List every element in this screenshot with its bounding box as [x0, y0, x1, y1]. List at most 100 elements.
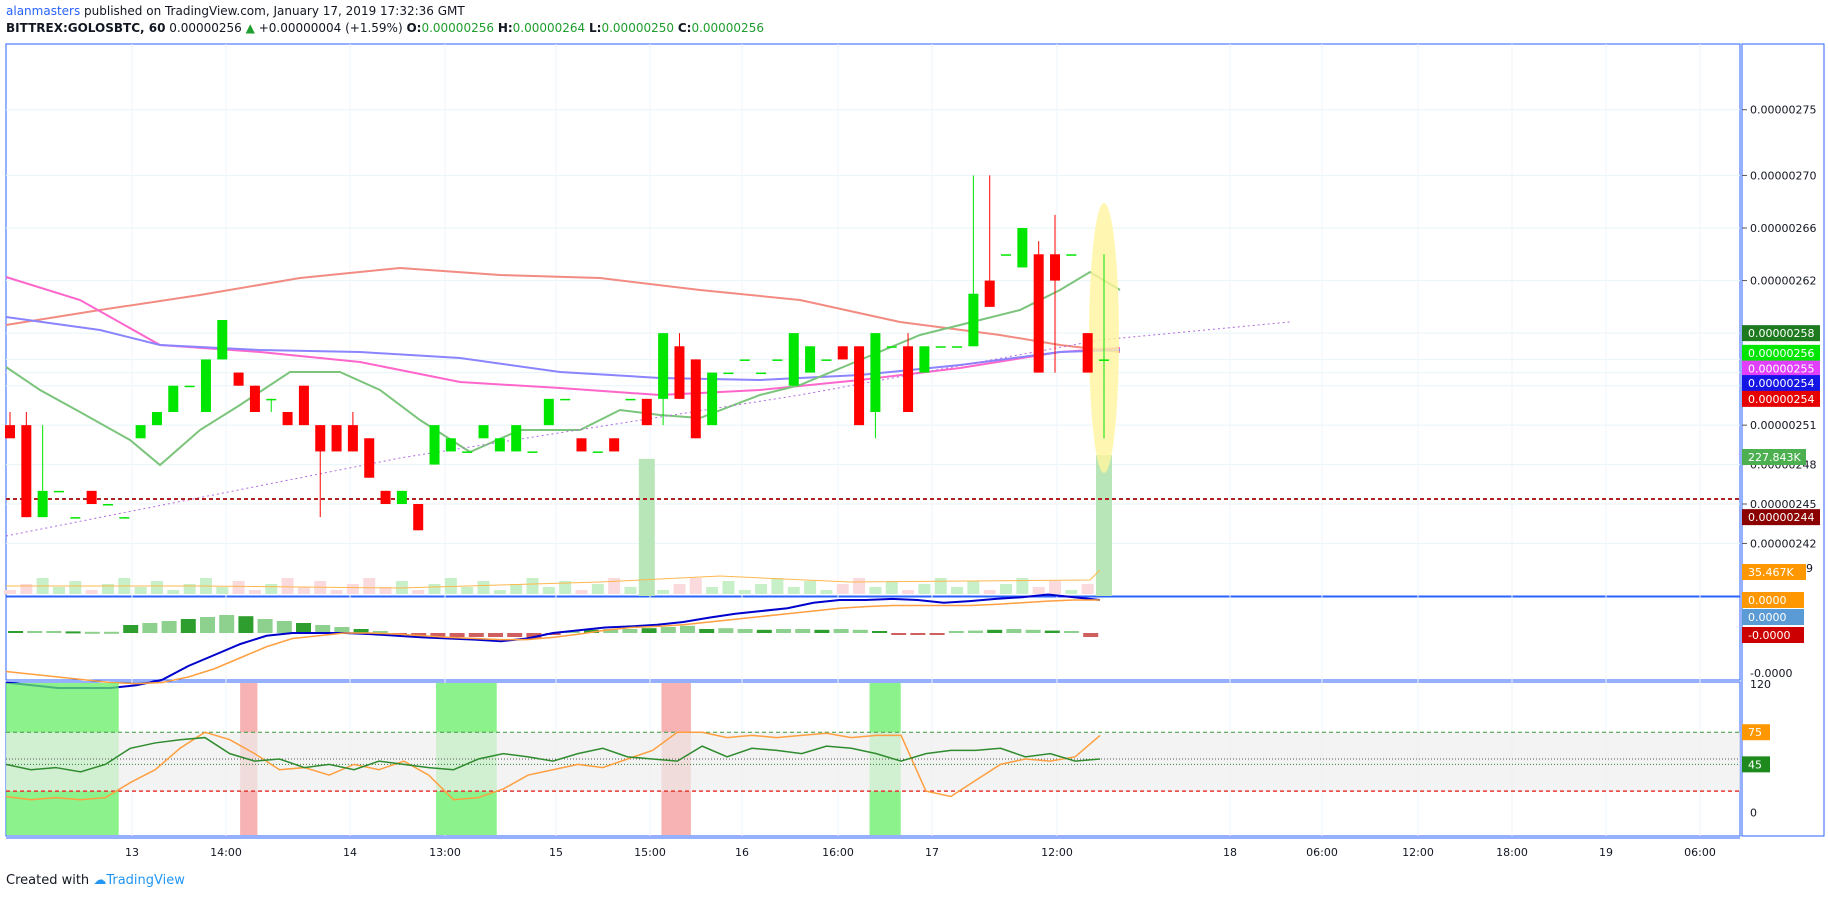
price-change: +0.00000004 (+1.59%)	[258, 21, 403, 35]
candle-body	[462, 451, 473, 453]
macd-histogram-bar	[334, 627, 350, 633]
time-tick-label: 16:00	[822, 846, 854, 859]
volume-spike-bar	[638, 458, 655, 596]
volume-bar	[869, 587, 882, 594]
price-tag-label: 0.00000254	[1748, 393, 1814, 406]
volume-bar	[248, 590, 261, 594]
symbol-legend: BITTREX:GOLOSBTC, 60 0.00000256 ▲ +0.000…	[6, 21, 764, 35]
candle-body	[102, 504, 113, 506]
time-tick-label: 19	[1599, 846, 1613, 859]
oscillator-tag-label: 75	[1748, 726, 1762, 739]
candle-body	[560, 398, 571, 401]
tradingview-logo-icon[interactable]: ☁	[93, 873, 107, 888]
macd-histogram-bar	[180, 619, 196, 633]
candle-body	[1001, 254, 1012, 256]
macd-histogram-bar	[161, 621, 177, 633]
macd-histogram-bar	[564, 631, 580, 633]
price-tag-label: 0.00000255	[1748, 363, 1814, 376]
candle-body	[217, 320, 228, 360]
volume-bar	[608, 578, 621, 594]
candle-body	[1066, 254, 1077, 256]
volume-bar	[1032, 587, 1045, 594]
candle-body	[364, 438, 375, 478]
volume-bar	[689, 578, 702, 594]
macd-histogram-bar	[449, 633, 465, 637]
trendline	[5, 321, 1291, 537]
macd-histogram-bar	[987, 629, 1003, 633]
macd-histogram-bar	[46, 631, 62, 633]
price-tag-bg	[1742, 390, 1820, 407]
macd-histogram-bar	[276, 621, 292, 633]
candle-body	[151, 412, 162, 426]
ma-50-line	[5, 316, 1121, 382]
high-label: H:	[497, 21, 513, 35]
oscillator-tag-bg	[1742, 756, 1770, 773]
candle-body	[854, 346, 865, 426]
macd-histogram-bar	[315, 625, 331, 633]
volume-bar	[836, 584, 849, 594]
macd-histogram-bar	[1044, 630, 1060, 633]
macd-histogram-bar	[488, 633, 503, 637]
time-tick-label: 06:00	[1306, 846, 1338, 859]
candle-body	[511, 425, 522, 452]
author-link[interactable]: alanmasters	[6, 4, 81, 18]
price-tick-label: 0.00000262	[1750, 275, 1816, 288]
macd-histogram-bar	[1006, 629, 1022, 633]
candle-body	[331, 425, 342, 452]
volume-bar	[330, 590, 343, 594]
candle-body	[494, 438, 505, 452]
macd-histogram-bar	[814, 629, 830, 633]
candle-body	[5, 425, 15, 439]
candle-body	[1099, 359, 1109, 361]
time-tick-label: 12:00	[1041, 846, 1073, 859]
candle-body	[298, 385, 309, 426]
time-tick-label: 13:00	[429, 846, 461, 859]
tradingview-brand[interactable]: TradingView	[106, 873, 185, 888]
candle-body	[805, 346, 816, 373]
volume-bar	[787, 587, 800, 594]
macd-tag-bg	[1742, 609, 1804, 625]
chart-canvas[interactable]: 0.00000275 0.00000270 0.00000266 0.00000262…	[0, 0, 1828, 870]
candle-body	[756, 372, 767, 375]
macd-histogram-bar	[910, 633, 926, 635]
candle-body	[249, 385, 260, 412]
candle-body	[119, 517, 130, 519]
price-tag-label: 0.00000254	[1748, 377, 1814, 390]
macd-tag-label: 0.0000	[1748, 611, 1787, 624]
low-label: L:	[589, 21, 602, 35]
time-tick-label: 17	[925, 846, 939, 859]
candle-body	[837, 346, 848, 360]
candle-body	[592, 451, 603, 453]
candle-body	[21, 425, 32, 518]
candle-body	[315, 425, 326, 452]
volume-bar	[52, 587, 65, 594]
macd-histogram-bar	[641, 628, 657, 633]
candle-body	[543, 398, 554, 426]
macd-histogram-bar	[718, 628, 734, 633]
price-tick-label: 0.00000266	[1750, 222, 1816, 235]
candle-body	[788, 333, 799, 386]
volume-bar	[510, 584, 523, 594]
time-tick-label: 15	[549, 846, 563, 859]
macd-histogram-bar	[27, 631, 43, 633]
macd-histogram-bar	[1083, 633, 1099, 637]
macd-histogram-bar	[776, 629, 791, 633]
low-value: 0.00000250	[601, 21, 674, 35]
candle-body	[690, 359, 701, 439]
candle-body	[70, 517, 81, 519]
time-tick-label: 06:00	[1684, 846, 1716, 859]
price-tick-label: 0.00000275	[1750, 104, 1816, 117]
volume-bar	[804, 581, 817, 594]
price-tick-label: 0.00000251	[1750, 419, 1816, 432]
candle-body	[86, 490, 97, 504]
macd-tag-bg	[1742, 627, 1804, 643]
macd-tag-label: -0.0000	[1748, 629, 1790, 642]
volume-bar	[755, 584, 768, 594]
volume-bar	[738, 590, 751, 594]
candle-body	[658, 333, 669, 399]
volume-bar	[461, 587, 474, 594]
macd-axis-label: -0.0000	[1750, 667, 1792, 680]
volume-bar	[624, 587, 637, 594]
volume-tag-bg	[1742, 449, 1806, 465]
macd-histogram-bar	[200, 617, 215, 633]
